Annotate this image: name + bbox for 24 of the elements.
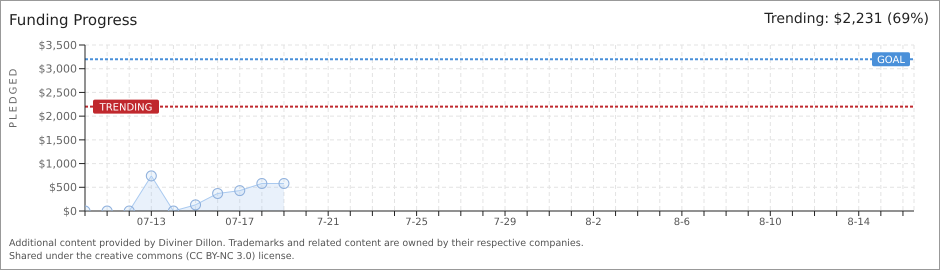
- x-tick-label: 7-21: [316, 217, 340, 228]
- y-tick-label: $3,500: [38, 38, 77, 52]
- y-tick-label: $500: [49, 181, 77, 194]
- x-tick-label: 07-17: [225, 217, 254, 228]
- chart-title: Funding Progress: [9, 11, 138, 29]
- y-axis-title: PLEDGED: [8, 66, 20, 128]
- text: Additional content provided by Diviner Dillon. Trademarks and related content are owned by their respective companies.: [9, 237, 584, 250]
- x-tick-label: 8-14: [847, 217, 870, 228]
- y-tick-label: $1,500: [38, 134, 77, 147]
- x-tick-label: 7-25: [405, 217, 428, 228]
- y-tick-label: $0: [63, 204, 77, 218]
- y-tick-label: $2,500: [38, 86, 77, 100]
- x-tick-label: 8-2: [585, 217, 602, 228]
- x-tick-label: 07-13: [136, 217, 166, 228]
- ref-line-label: GOAL: [877, 55, 906, 66]
- text: Shared under the creative commons (CC BY-NC 3.0) license.: [9, 250, 296, 263]
- text: Trending: $2,231 (69%): [764, 11, 929, 27]
- ref-line-label: TRENDING: [98, 102, 152, 114]
- y-tick-label: $1,000: [38, 157, 77, 170]
- x-tick-label: 8-10: [758, 217, 782, 228]
- x-tick-label: 8-6: [674, 217, 690, 228]
- x-tick-label: 7-29: [494, 217, 516, 228]
- y-tick-label: $2,000: [38, 110, 77, 124]
- y-tick-label: $3,000: [38, 62, 77, 76]
